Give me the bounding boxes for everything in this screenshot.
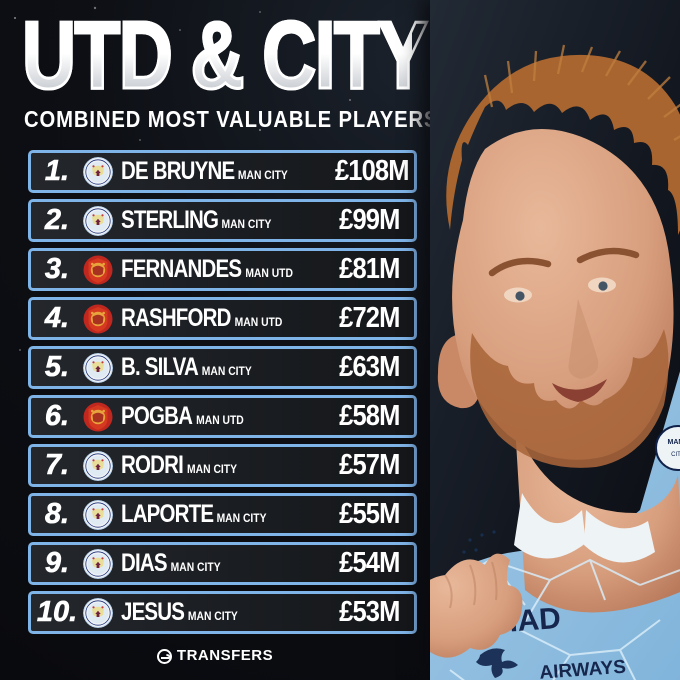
svg-text:CITY: CITY [671, 452, 680, 458]
